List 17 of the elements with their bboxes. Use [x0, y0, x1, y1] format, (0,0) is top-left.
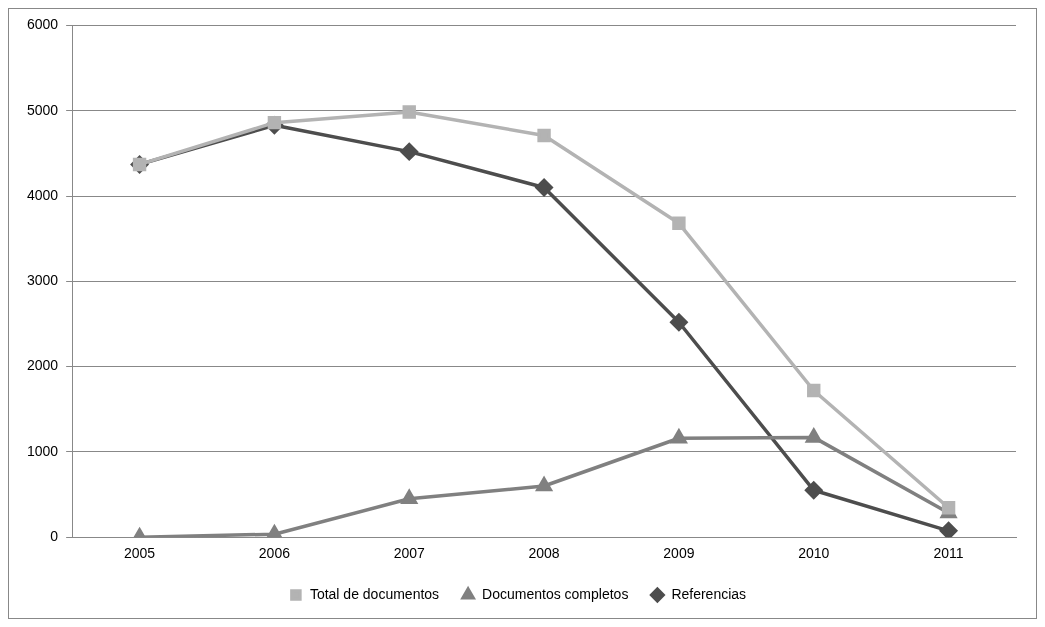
x-tick-label: 2008: [528, 545, 560, 562]
x-tick-label: 2005: [123, 545, 156, 562]
x-tick-label: 2007: [393, 545, 426, 562]
x-tick-label: 2011: [933, 545, 964, 562]
legend-label: Total de documentos: [309, 585, 440, 602]
y-tick-label: 3000: [26, 272, 59, 289]
x-tick-label: 2010: [798, 545, 830, 562]
legend-label: Referencias: [671, 585, 747, 602]
y-tick-label: 2000: [26, 357, 59, 374]
y-tick-label: 0: [50, 528, 59, 545]
y-tick-label: 6000: [26, 16, 59, 33]
y-tick-label: 5000: [26, 101, 59, 118]
y-tick-label: 4000: [26, 186, 59, 203]
legend-label: Documentos completos: [482, 585, 629, 602]
x-tick-label: 2009: [663, 545, 695, 562]
y-tick-label: 1000: [26, 442, 59, 459]
x-tick-label: 2006: [258, 545, 291, 562]
